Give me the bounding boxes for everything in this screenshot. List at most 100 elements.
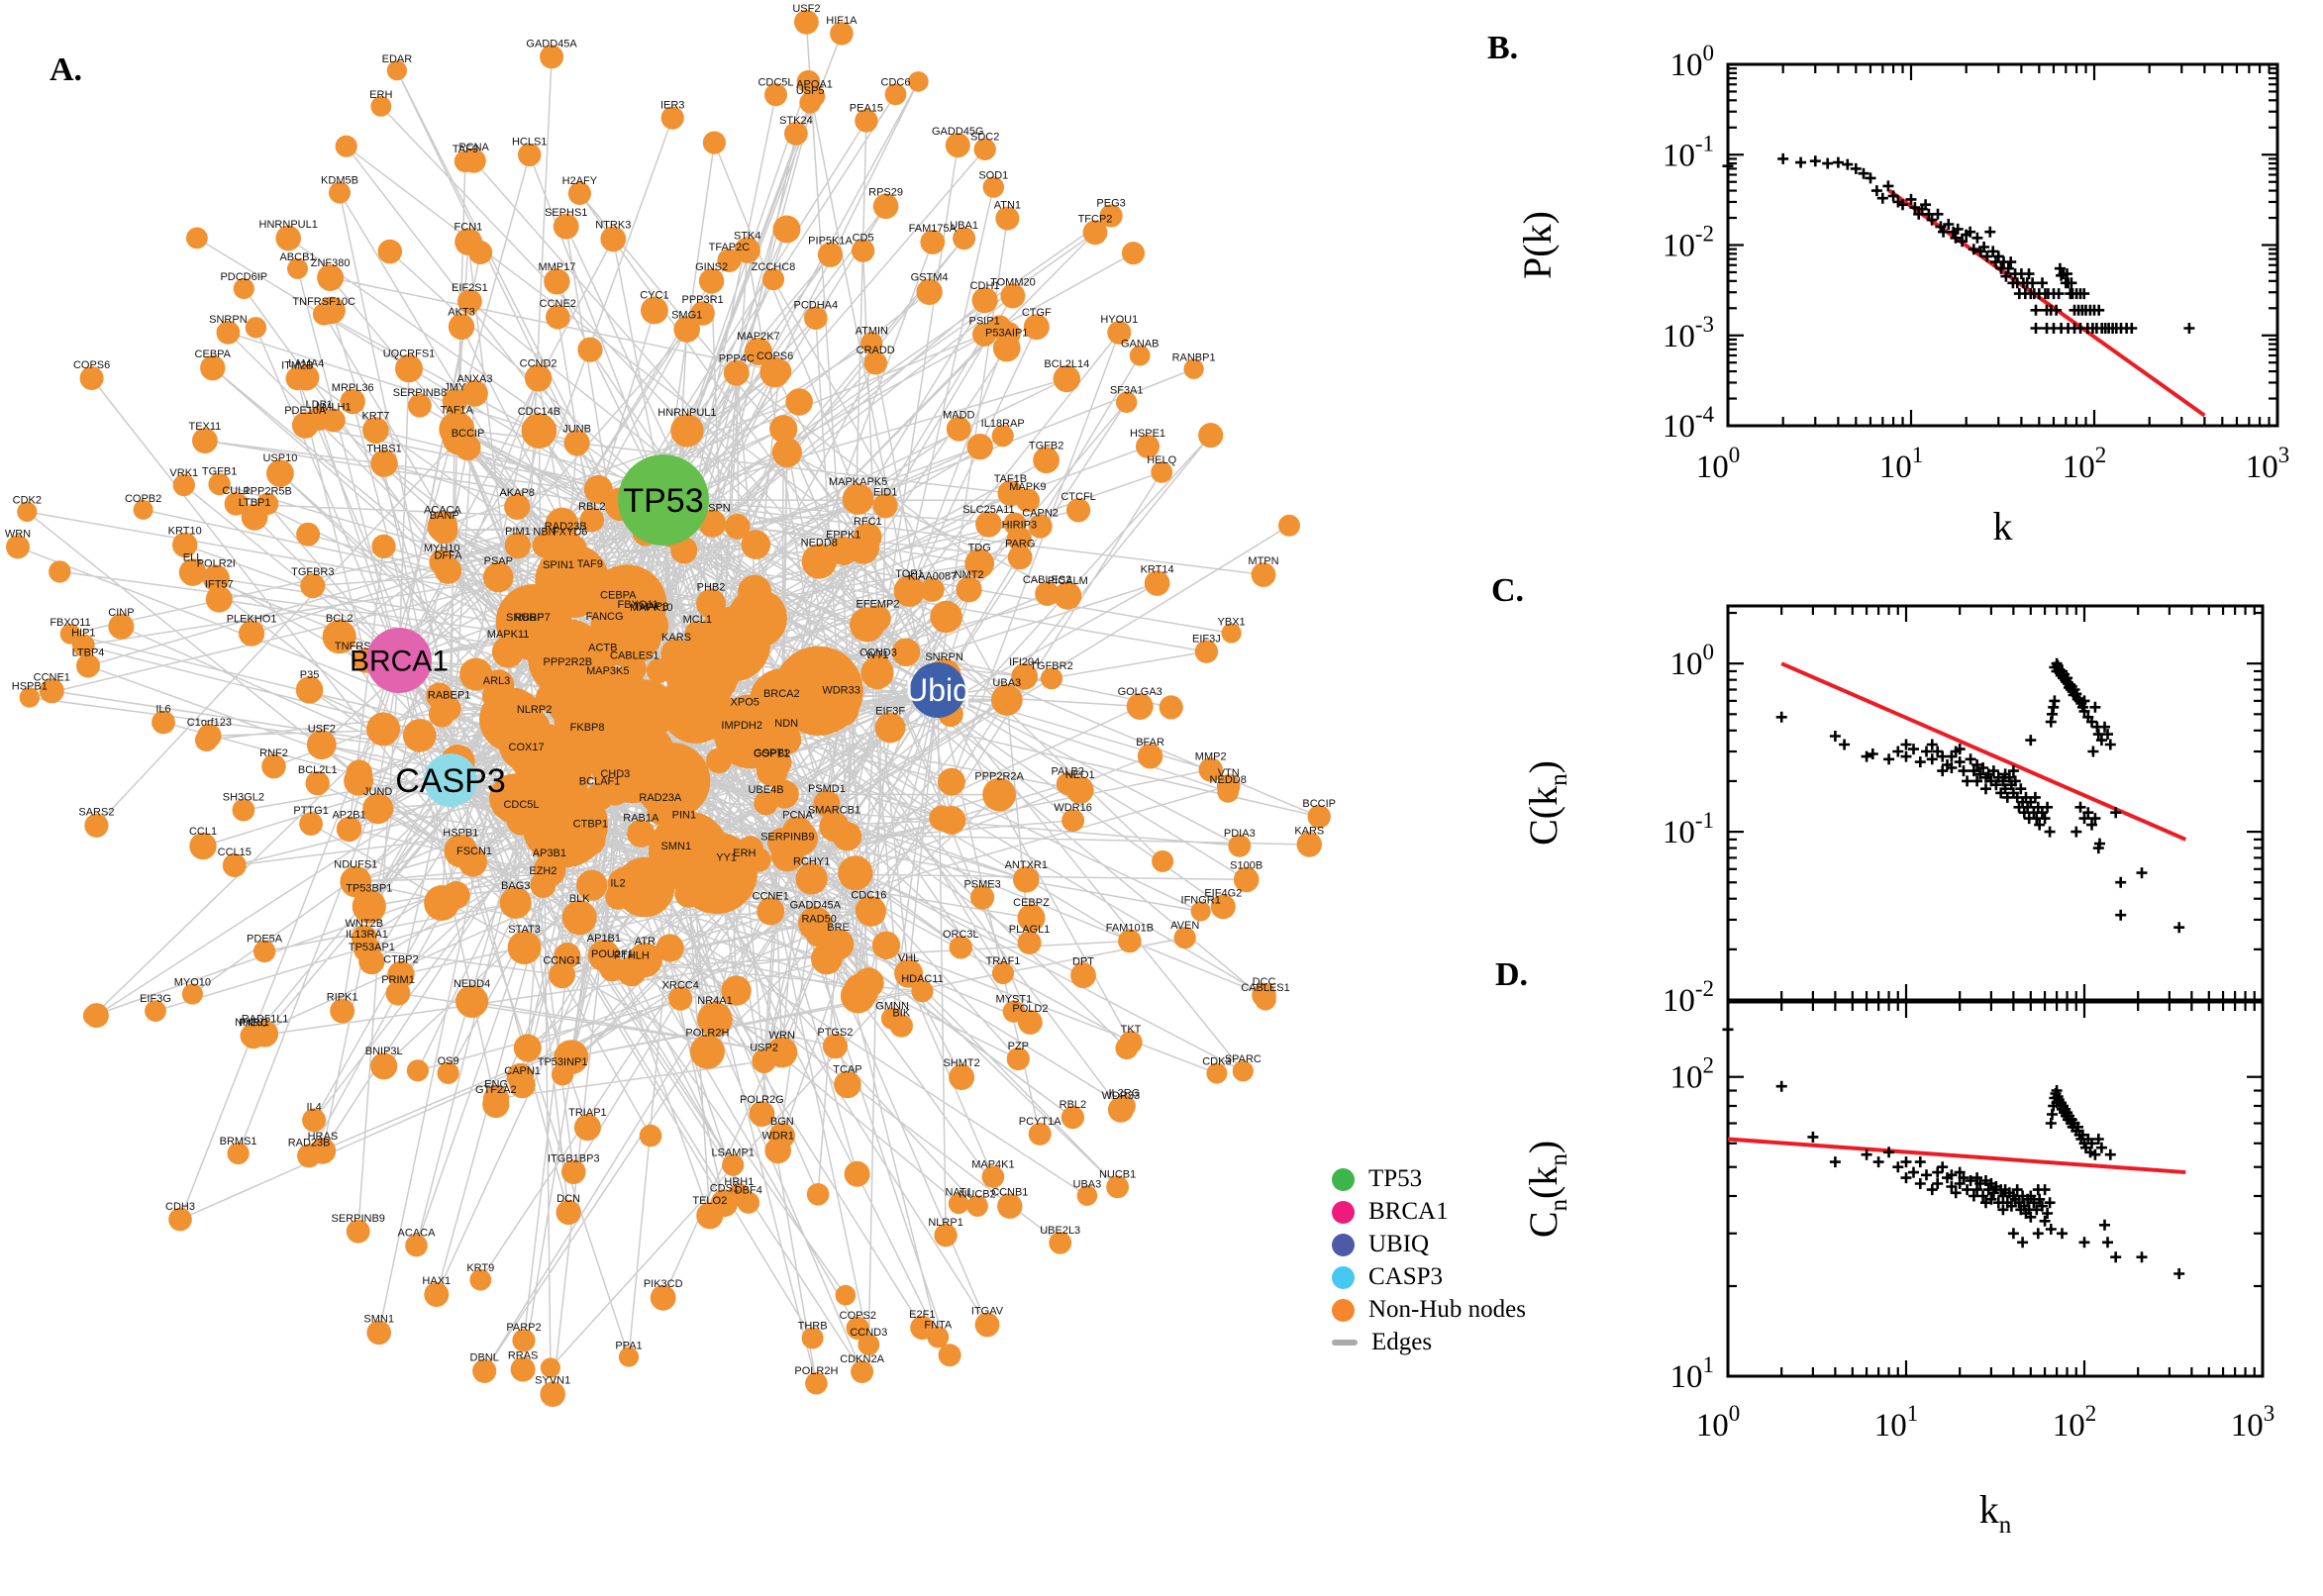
- network-node: [1115, 1037, 1139, 1060]
- network-node: [1053, 364, 1081, 393]
- network-node: [1076, 1185, 1098, 1206]
- tick-label: 103: [2231, 1401, 2275, 1444]
- node-label: PEA15: [850, 102, 883, 114]
- node-label: THRB: [798, 1321, 828, 1333]
- network-node: [945, 133, 970, 158]
- network-node: [546, 566, 571, 593]
- panel-label-c: C.: [1491, 572, 1525, 609]
- network-node: [431, 517, 458, 545]
- node-label: TAF9: [453, 144, 478, 155]
- node-label: WRN: [5, 528, 31, 540]
- network-node: [546, 305, 570, 330]
- node-label: USF2: [308, 723, 336, 735]
- network-node: [521, 413, 557, 449]
- network-node: [982, 777, 1016, 812]
- legend-label: CASP3: [1368, 1263, 1444, 1290]
- network-node: [583, 474, 613, 504]
- network-node: [297, 1144, 322, 1168]
- hub-label-brca1: BRCA1: [350, 646, 449, 678]
- node-label: WDR1: [762, 1131, 794, 1143]
- node-label: BCLAF1: [579, 775, 621, 787]
- node-label: UBA3: [992, 677, 1021, 689]
- network-node: [181, 983, 203, 1005]
- node-label: RAD23B: [288, 1137, 331, 1148]
- node-label: TAF1B: [994, 473, 1027, 485]
- node-label: MMP17: [538, 261, 575, 273]
- network-node: [346, 1219, 370, 1244]
- network-node: [991, 425, 1014, 448]
- network-node: [874, 712, 906, 744]
- node-label: PARC: [239, 1017, 268, 1029]
- scatter-points: [1722, 152, 2195, 334]
- node-label: LTBP1: [239, 497, 271, 509]
- node-label: IFI204: [1009, 656, 1040, 668]
- network-node: [1106, 1175, 1129, 1199]
- node-label: BCL2: [326, 613, 354, 625]
- node-label: TP53INP1: [538, 1056, 588, 1068]
- node-label: ATMIN: [856, 325, 888, 337]
- network-node: [561, 1159, 586, 1184]
- node-label: MYST1: [996, 994, 1033, 1006]
- network-node: [1107, 1096, 1134, 1123]
- network-node: [770, 779, 799, 809]
- network-node: [806, 1183, 830, 1206]
- node-label: WNT2B: [346, 918, 384, 930]
- network-node: [805, 1371, 828, 1395]
- network-node: [728, 703, 761, 736]
- network-node: [702, 131, 727, 154]
- node-label: CCNE2: [540, 298, 576, 310]
- node-label: FKBP8: [570, 722, 605, 734]
- node-label: HIRIP3: [1002, 520, 1037, 532]
- node-label: EFEMP2: [856, 598, 899, 610]
- node-label: IL4: [306, 1101, 321, 1113]
- node-label: CTBP2: [383, 954, 418, 966]
- node-label: PIN1: [672, 809, 696, 821]
- node-label: BCCIP: [452, 428, 485, 440]
- network-node: [200, 354, 226, 381]
- node-label: IER3: [660, 100, 684, 112]
- network-node: [461, 380, 488, 407]
- node-label: CEBPZ: [1013, 897, 1050, 909]
- node-label: PPP4C: [719, 353, 755, 365]
- node-label: PSME3: [963, 878, 1000, 890]
- node-label: EIF3F: [875, 706, 905, 718]
- network-node: [457, 289, 482, 314]
- network-node: [633, 607, 669, 644]
- network-node: [738, 574, 772, 609]
- network-node: [842, 483, 874, 515]
- node-label: PTGS2: [817, 1027, 853, 1039]
- node-label: MYO10: [174, 976, 211, 988]
- network-node: [971, 287, 998, 314]
- network-node: [1061, 809, 1085, 833]
- node-label: GTF2A2: [475, 1084, 517, 1096]
- node-label: FSCN1: [456, 846, 492, 857]
- network-node: [938, 1344, 961, 1367]
- node-label: HCLS1: [512, 137, 547, 149]
- network-node: [222, 853, 247, 877]
- node-label: SARS2: [78, 807, 114, 819]
- node-label: CCNG1: [543, 955, 581, 967]
- node-label: CCND2: [520, 357, 557, 369]
- network-node: [785, 388, 813, 416]
- node-label: CDC6: [881, 76, 911, 88]
- network-node: [592, 617, 617, 643]
- network-node: [300, 573, 326, 599]
- tick-label: 100: [1670, 41, 1715, 83]
- network-node: [1028, 1122, 1052, 1146]
- network-node: [589, 648, 616, 676]
- network-node: [668, 986, 693, 1011]
- node-label: MADD: [943, 410, 974, 422]
- node-label: SMG1: [671, 309, 702, 321]
- node-label: POLR2I: [197, 558, 236, 570]
- node-label: PTHLH: [614, 949, 650, 961]
- node-label: WRN: [769, 1030, 795, 1042]
- node-label: TP53BP1: [346, 882, 392, 894]
- node-label: SF3A1: [1110, 385, 1144, 397]
- node-label: FNTA: [924, 1320, 953, 1332]
- node-label: P35: [300, 669, 320, 681]
- network-node: [370, 96, 392, 117]
- network-node: [1194, 640, 1219, 663]
- network-node: [275, 225, 302, 251]
- legend-item-edges: Edges: [1332, 1329, 1526, 1355]
- node-label: TGFBR2: [1030, 660, 1072, 672]
